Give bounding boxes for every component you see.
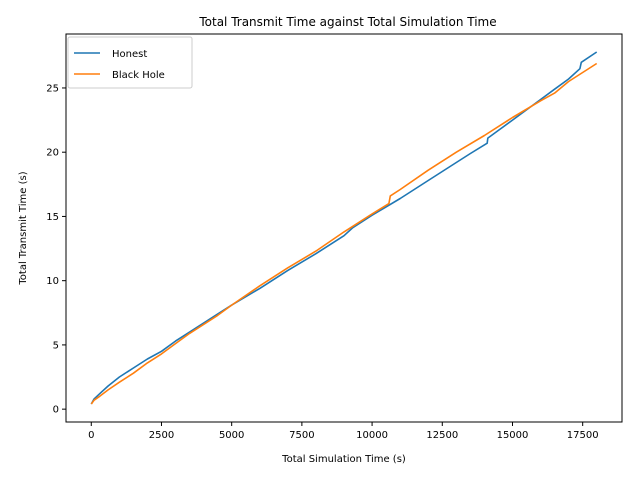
series-lines — [90, 51, 598, 405]
legend-label-black-hole: Black Hole — [112, 70, 165, 81]
series-line-honest — [90, 51, 598, 405]
x-tick-label: 12500 — [426, 430, 458, 441]
x-axis-ticks: 0 2500 5000 7500 10000 12500 15000 17500 — [88, 422, 599, 441]
x-axis-label: Total Simulation Time (s) — [281, 454, 406, 465]
y-tick-label: 20 — [46, 148, 59, 159]
y-tick-label: 15 — [46, 212, 59, 223]
x-tick-label: 2500 — [149, 430, 174, 441]
plot-frame — [65, 33, 623, 423]
x-tick-label: 17500 — [567, 430, 599, 441]
x-tick-label: 0 — [88, 430, 94, 441]
y-axis-ticks: 0 5 10 15 20 25 — [46, 83, 66, 416]
legend-label-honest: Honest — [112, 49, 147, 60]
plot-area: 0 2500 5000 7500 10000 12500 15000 17500 0 5 10 15… — [46, 33, 623, 441]
chart-title: Total Transmit Time against Total Simula… — [198, 15, 496, 29]
series-line-black-hole — [90, 62, 598, 405]
y-tick-label: 25 — [46, 83, 59, 94]
y-tick-label: 5 — [53, 340, 59, 351]
y-tick-label: 0 — [53, 405, 59, 416]
x-tick-label: 7500 — [289, 430, 314, 441]
x-tick-label: 15000 — [497, 430, 529, 441]
y-tick-label: 10 — [46, 276, 59, 287]
legend-box — [67, 36, 193, 89]
legend: Honest Black Hole — [67, 36, 193, 89]
y-axis-label: Total Transmit Time (s) — [18, 171, 29, 285]
x-tick-label: 10000 — [356, 430, 388, 441]
x-tick-label: 5000 — [219, 430, 244, 441]
